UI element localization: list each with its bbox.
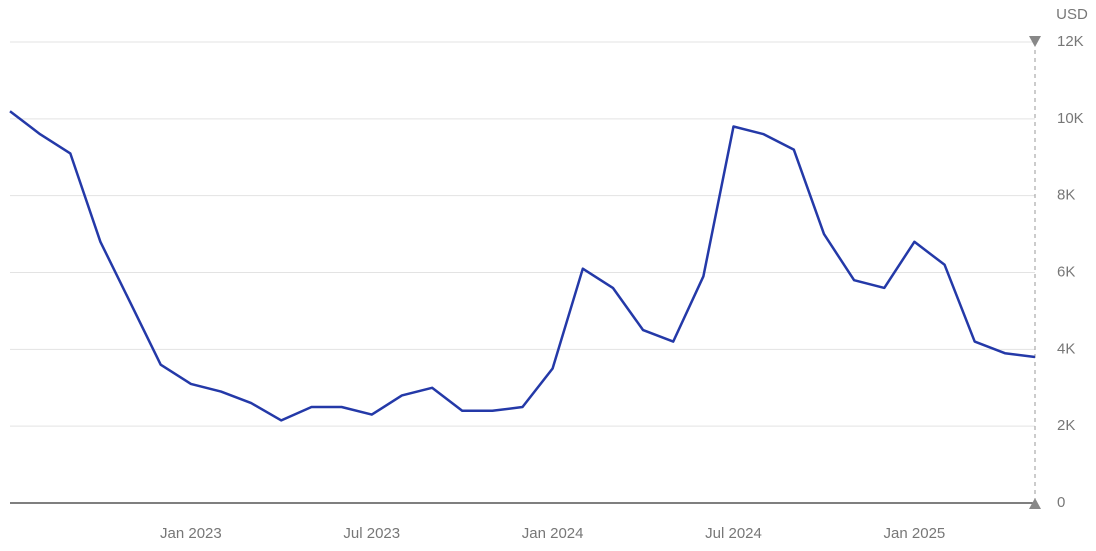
x-tick-label: Jan 2025 xyxy=(884,525,946,542)
y-tick-label: 8K xyxy=(1057,187,1075,204)
y-tick-label: 10K xyxy=(1057,110,1084,127)
axis-marker xyxy=(1029,498,1041,509)
y-tick-label: 12K xyxy=(1057,33,1084,50)
y-tick-label: 4K xyxy=(1057,340,1075,357)
x-tick-label: Jan 2024 xyxy=(522,525,584,542)
y-tick-label: 0 xyxy=(1057,494,1065,511)
x-tick-label: Jan 2023 xyxy=(160,525,222,542)
y-unit: USD xyxy=(1056,6,1088,23)
axis-marker xyxy=(1029,36,1041,47)
y-tick-label: 2K xyxy=(1057,417,1075,434)
x-tick-label: Jul 2023 xyxy=(343,525,400,542)
y-tick-label: 6K xyxy=(1057,263,1075,280)
x-tick-label: Jul 2024 xyxy=(705,525,762,542)
price-line xyxy=(9,110,1036,422)
